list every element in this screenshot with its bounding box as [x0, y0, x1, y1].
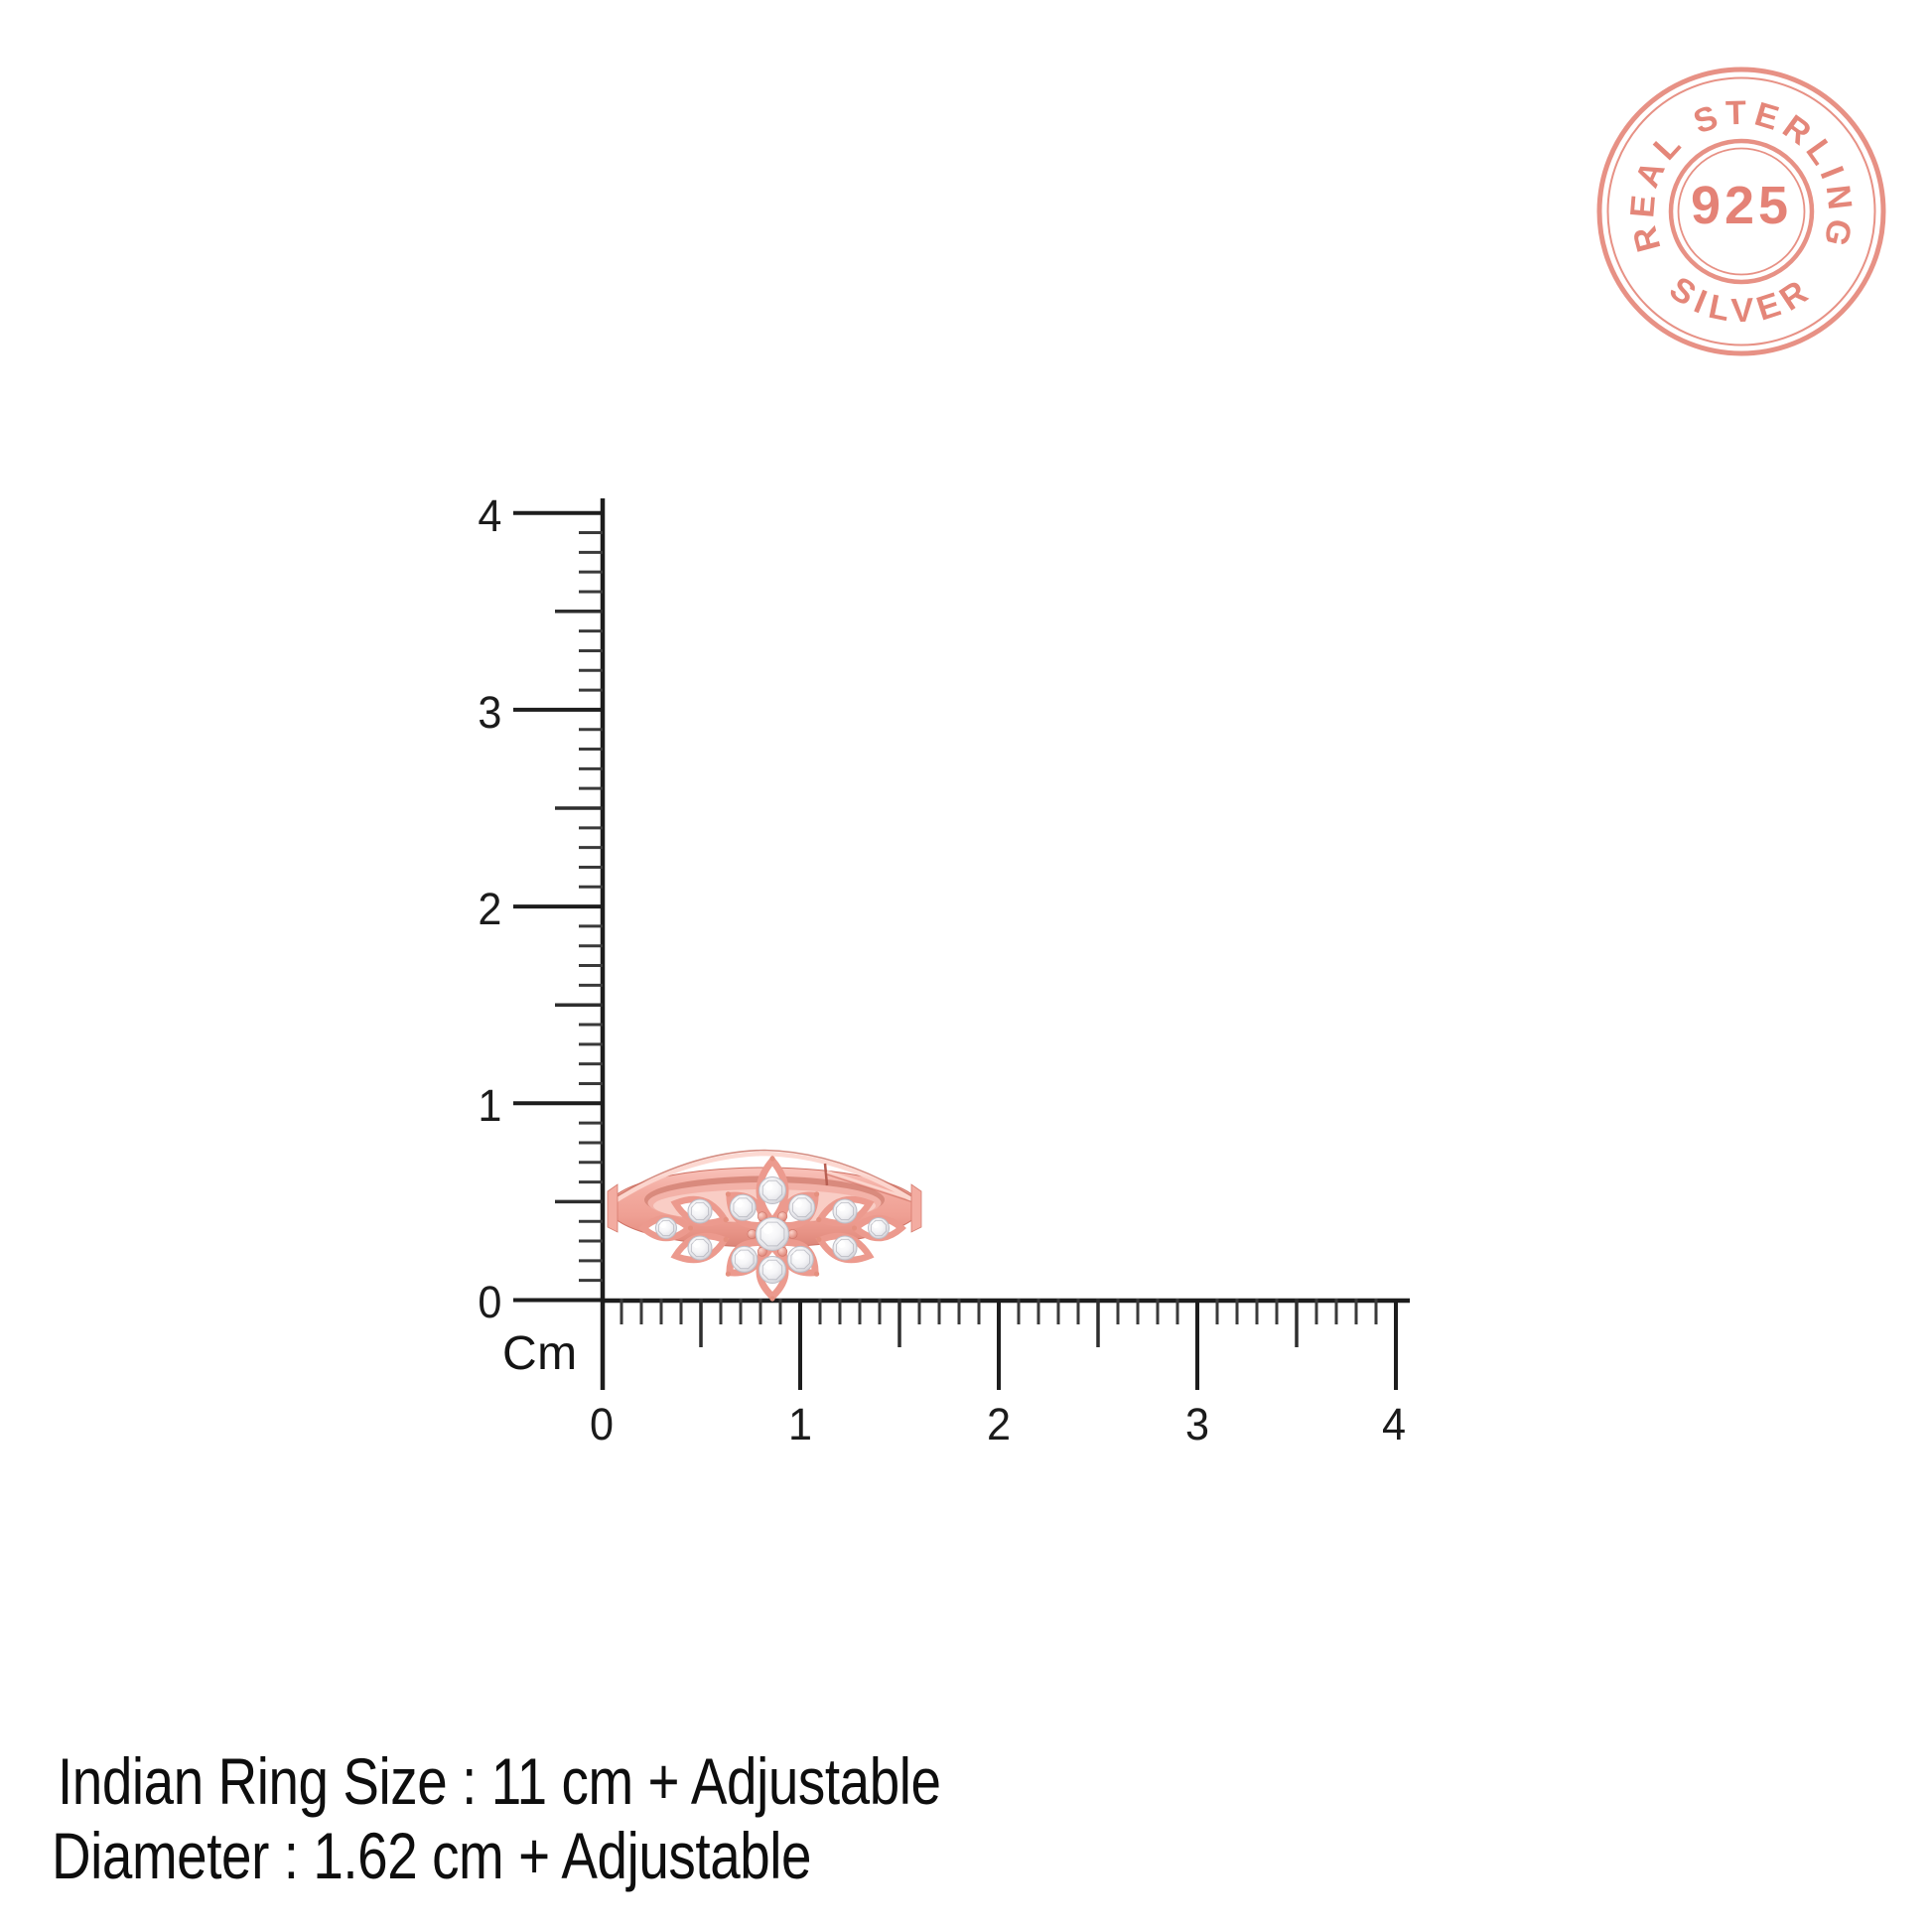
- ring-flower: [725, 1155, 820, 1302]
- h-ruler-label-3: 3: [1184, 1399, 1210, 1449]
- h-ruler-label-0: 0: [589, 1399, 615, 1449]
- h-ruler-label-2: 2: [986, 1399, 1012, 1449]
- v-ruler-label-2: 2: [478, 884, 502, 934]
- h-ruler-label-4: 4: [1381, 1399, 1407, 1449]
- v-ruler-label-0: 0: [478, 1277, 502, 1327]
- stamp-outer-ring-inner-line: [1606, 76, 1876, 346]
- diameter-text: Diameter : 1.62 cm + Adjustable: [52, 1819, 812, 1892]
- svg-text:SILVER: SILVER: [1663, 269, 1821, 330]
- stamp-text-925: 925: [1691, 176, 1792, 235]
- stamp-text-silver: SILVER: [1663, 269, 1814, 330]
- cm-unit-label: Cm: [502, 1327, 578, 1380]
- stamp-outer-ring: [1596, 67, 1886, 356]
- ring-leaf-sprays: [638, 1195, 906, 1264]
- ring-size-text: Indian Ring Size : 11 cm + Adjustable: [58, 1744, 941, 1818]
- sterling-silver-stamp: REAL STERLING SILVER 925: [1596, 67, 1886, 356]
- stamp-center-ring: [1668, 138, 1815, 285]
- v-ruler-label-3: 3: [478, 687, 502, 738]
- stamp-center-ring-inner-line: [1677, 147, 1806, 276]
- h-ruler-label-1: 1: [787, 1399, 813, 1449]
- ring-image: [607, 1149, 922, 1302]
- v-ruler-label-1: 1: [478, 1080, 502, 1131]
- v-ruler-label-4: 4: [478, 490, 502, 541]
